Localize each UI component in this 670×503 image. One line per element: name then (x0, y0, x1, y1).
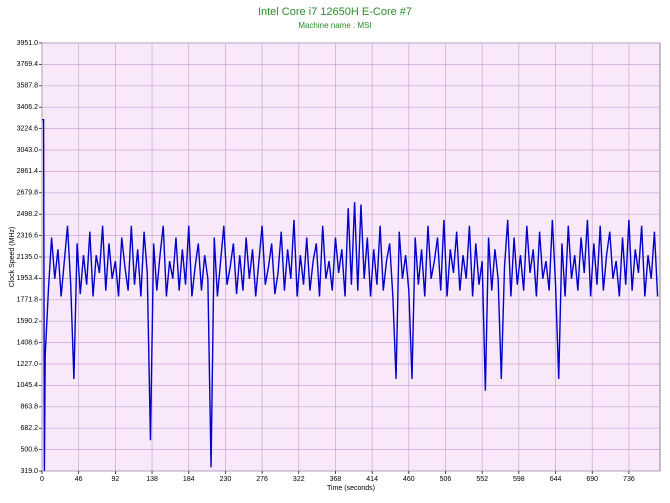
y-tick-label: 3769.4 (17, 61, 39, 68)
y-tick-label: 2498.2 (17, 211, 39, 218)
x-axis-label: Time (seconds) (327, 485, 375, 492)
x-tick-label: 736 (623, 476, 635, 483)
x-tick-label: 552 (476, 476, 488, 483)
y-tick-label: 682.2 (20, 425, 38, 432)
x-tick-label: 138 (146, 476, 158, 483)
chart-title: Intel Core i7 12650H E-Core #7 (258, 6, 412, 18)
x-tick-label: 230 (220, 476, 232, 483)
y-tick-label: 2316.6 (17, 232, 39, 239)
y-tick-label: 1045.4 (17, 382, 39, 389)
y-tick-label: 3043.0 (17, 147, 39, 154)
x-tick-label: 506 (440, 476, 452, 483)
y-tick-label: 500.6 (20, 446, 38, 453)
x-tick-label: 368 (330, 476, 342, 483)
y-tick-label: 2861.4 (17, 168, 39, 175)
y-tick-label: 1227.0 (17, 361, 39, 368)
x-tick-label: 276 (256, 476, 268, 483)
y-tick-label: 319.0 (20, 468, 38, 475)
x-tick-label: 322 (293, 476, 305, 483)
x-tick-label: 0 (40, 476, 44, 483)
x-tick-label: 460 (403, 476, 415, 483)
y-tick-label: 1590.2 (17, 318, 39, 325)
y-tick-label: 3587.8 (17, 83, 39, 90)
y-tick-label: 1771.8 (17, 297, 39, 304)
y-axis-label: Clock Speed (MHz) (9, 227, 16, 288)
x-tick-label: 644 (550, 476, 562, 483)
y-tick-label: 2135.0 (17, 254, 39, 261)
chart-subtitle: Machine name : MSI (298, 21, 371, 30)
x-tick-label: 92 (111, 476, 119, 483)
y-tick-label: 3406.2 (17, 104, 39, 111)
y-tick-label: 1953.4 (17, 275, 39, 282)
y-tick-label: 3951.0 (17, 40, 39, 47)
x-tick-label: 690 (586, 476, 598, 483)
x-tick-label: 46 (75, 476, 83, 483)
clock-line (42, 119, 659, 471)
y-tick-label: 2679.8 (17, 190, 39, 197)
y-tick-label: 1408.6 (17, 339, 39, 346)
y-tick-label: 863.8 (20, 404, 38, 411)
x-tick-label: 184 (183, 476, 195, 483)
x-tick-label: 414 (366, 476, 378, 483)
y-tick-label: 3224.6 (17, 125, 39, 132)
x-tick-label: 598 (513, 476, 525, 483)
